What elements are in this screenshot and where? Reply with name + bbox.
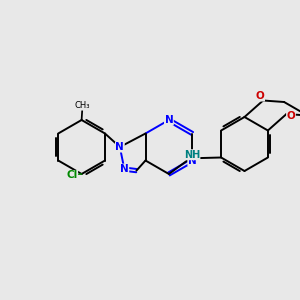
Text: N: N	[164, 115, 173, 125]
Text: O: O	[256, 91, 265, 101]
Text: O: O	[286, 110, 296, 121]
Text: Cl: Cl	[66, 170, 78, 181]
Text: N: N	[120, 164, 129, 174]
Text: N: N	[116, 142, 124, 152]
Text: NH: NH	[184, 150, 200, 160]
Text: N: N	[188, 155, 197, 166]
Text: CH₃: CH₃	[74, 101, 90, 110]
